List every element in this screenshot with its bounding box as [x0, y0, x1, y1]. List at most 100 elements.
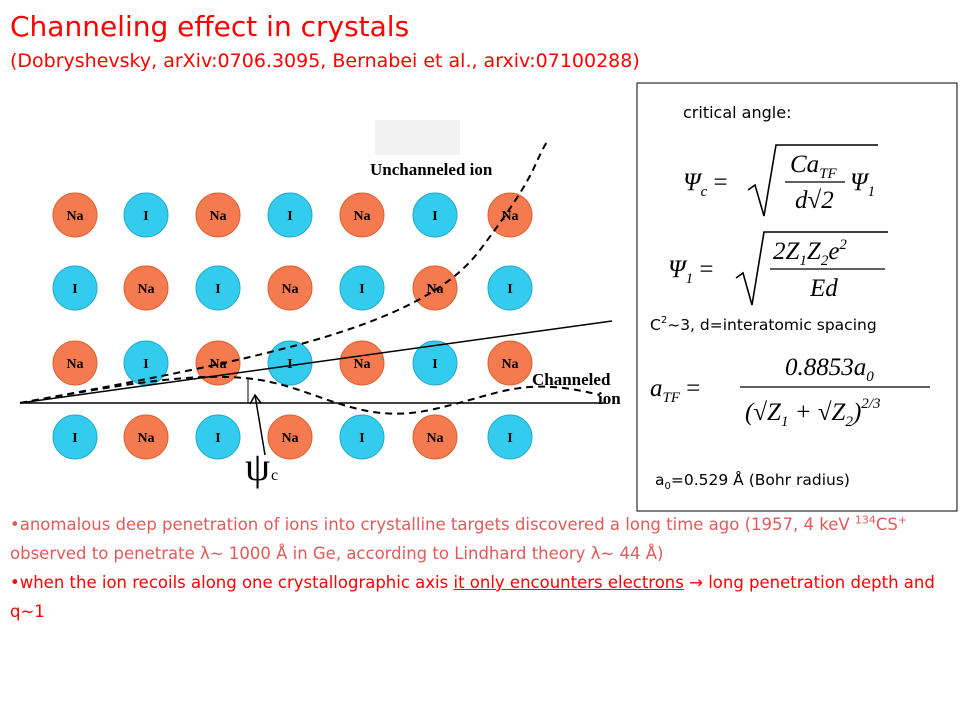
atom-label: Na	[353, 209, 370, 224]
f: Ψ	[850, 169, 870, 196]
formula-num: CaTF	[790, 151, 838, 182]
figure: Na I Na I Na I NaI Na I Na I Na INa I Na I Na I NaI Na I Na I N…	[19, 82, 958, 512]
label-bg	[375, 120, 460, 155]
atom-label: Na	[501, 209, 518, 224]
f: 2	[839, 237, 847, 253]
angle-arrow	[249, 393, 266, 456]
box-heading: critical angle:	[683, 103, 791, 122]
atom	[267, 265, 313, 311]
atom	[195, 265, 241, 311]
atom-label: I	[359, 431, 364, 446]
t: 2	[661, 315, 667, 326]
atom	[487, 265, 533, 311]
f: 1	[799, 253, 807, 269]
atom-label: Na	[209, 357, 226, 372]
radical	[735, 231, 888, 306]
subtitle: (Dobryshevsky, arXiv:0706.3095, Bernabei…	[10, 50, 640, 72]
atom	[487, 192, 533, 238]
f: TF	[819, 166, 837, 182]
t: =0.529 Å (Bohr radius)	[671, 470, 850, 489]
bullet: •anomalous deep penetration of ions into…	[10, 510, 955, 568]
channeled-label: ion	[598, 389, 621, 408]
text: observed to penetrate λ~ 1000 Å in Ge, a…	[10, 544, 664, 563]
atom	[267, 414, 313, 460]
formula-den: Ed	[809, 275, 838, 302]
f: 0	[866, 369, 874, 385]
marker: •	[10, 515, 20, 534]
formula-den: (√Z1 + √Z2)2/3	[745, 396, 880, 430]
atom	[123, 192, 169, 238]
atom-label: Na	[281, 431, 298, 446]
t: ~3, d=interatomic spacing	[667, 316, 876, 334]
f: 0.8853a	[785, 354, 866, 381]
text: when the ion recoils along one crystallo…	[19, 573, 454, 592]
radical	[747, 144, 878, 217]
atom-label: I	[432, 209, 437, 224]
underlined-text: it only encounters electrons	[453, 573, 684, 592]
atom	[412, 192, 458, 238]
atom	[339, 414, 385, 460]
t: 0	[665, 481, 671, 492]
channeled-label: Channeled	[532, 370, 611, 389]
atom-label: Na	[426, 431, 443, 446]
atom	[339, 340, 385, 386]
atom-label: Na	[66, 357, 83, 372]
f: c	[701, 184, 708, 200]
title: Channeling effect in crystals	[10, 10, 410, 43]
sup: 134	[854, 513, 876, 527]
f: =	[707, 169, 727, 196]
atom-grid: Na I Na I Na I NaI Na I Na I Na INa I Na I Na I NaI Na I Na I N…	[52, 192, 533, 460]
angle-sub: c	[271, 467, 278, 484]
note: C2~3, d=interatomic spacing	[650, 315, 877, 334]
atom	[412, 340, 458, 386]
atom-label: I	[507, 282, 512, 297]
f: Ca	[790, 151, 819, 178]
note: a0=0.529 Å (Bohr radius)	[655, 470, 850, 492]
text: anomalous deep penetration of ions into …	[19, 515, 855, 534]
atom-label: I	[287, 209, 292, 224]
text: CS	[875, 515, 898, 534]
atom-label: Na	[501, 357, 518, 372]
formula-factor: Ψ1	[850, 169, 875, 200]
formula-num: 2Z1Z2e2	[773, 237, 847, 269]
atom	[52, 414, 98, 460]
f: 1	[868, 184, 876, 200]
atom-label: Na	[281, 282, 298, 297]
atom	[52, 340, 98, 386]
atom-label: I	[72, 282, 77, 297]
atom	[487, 340, 533, 386]
formula-lhs: aTF =	[650, 375, 700, 406]
f: (√Z	[745, 399, 782, 426]
sup: +	[897, 513, 908, 527]
text: → long penetration depth and q~1	[10, 573, 935, 621]
f: =	[680, 375, 700, 402]
atom-label: Na	[353, 357, 370, 372]
f: 2	[845, 414, 853, 430]
atom-label: Na	[137, 431, 154, 446]
unchanneled-label: Unchanneled ion	[370, 160, 493, 179]
atom-label: I	[507, 431, 512, 446]
atom	[195, 192, 241, 238]
formula-den: d√2	[795, 187, 834, 214]
unchanneled-path	[19, 139, 549, 404]
f: 2	[821, 253, 829, 269]
f: 1	[781, 414, 789, 430]
f: 2Z	[773, 238, 801, 265]
atom-label: I	[215, 431, 220, 446]
atom-label: I	[143, 209, 148, 224]
t: C	[650, 316, 661, 334]
f: TF	[663, 390, 681, 406]
atom	[52, 192, 98, 238]
atom	[339, 265, 385, 311]
atom	[412, 414, 458, 460]
atom-label: I	[72, 431, 77, 446]
bullet-list: •anomalous deep penetration of ions into…	[10, 510, 955, 626]
atom	[52, 265, 98, 311]
f: 1	[686, 271, 694, 287]
atom-label: Na	[137, 282, 154, 297]
formula-num: 0.8853a0	[785, 354, 874, 385]
incident-line	[19, 320, 613, 404]
f: a	[650, 375, 663, 402]
f: )	[851, 399, 861, 426]
